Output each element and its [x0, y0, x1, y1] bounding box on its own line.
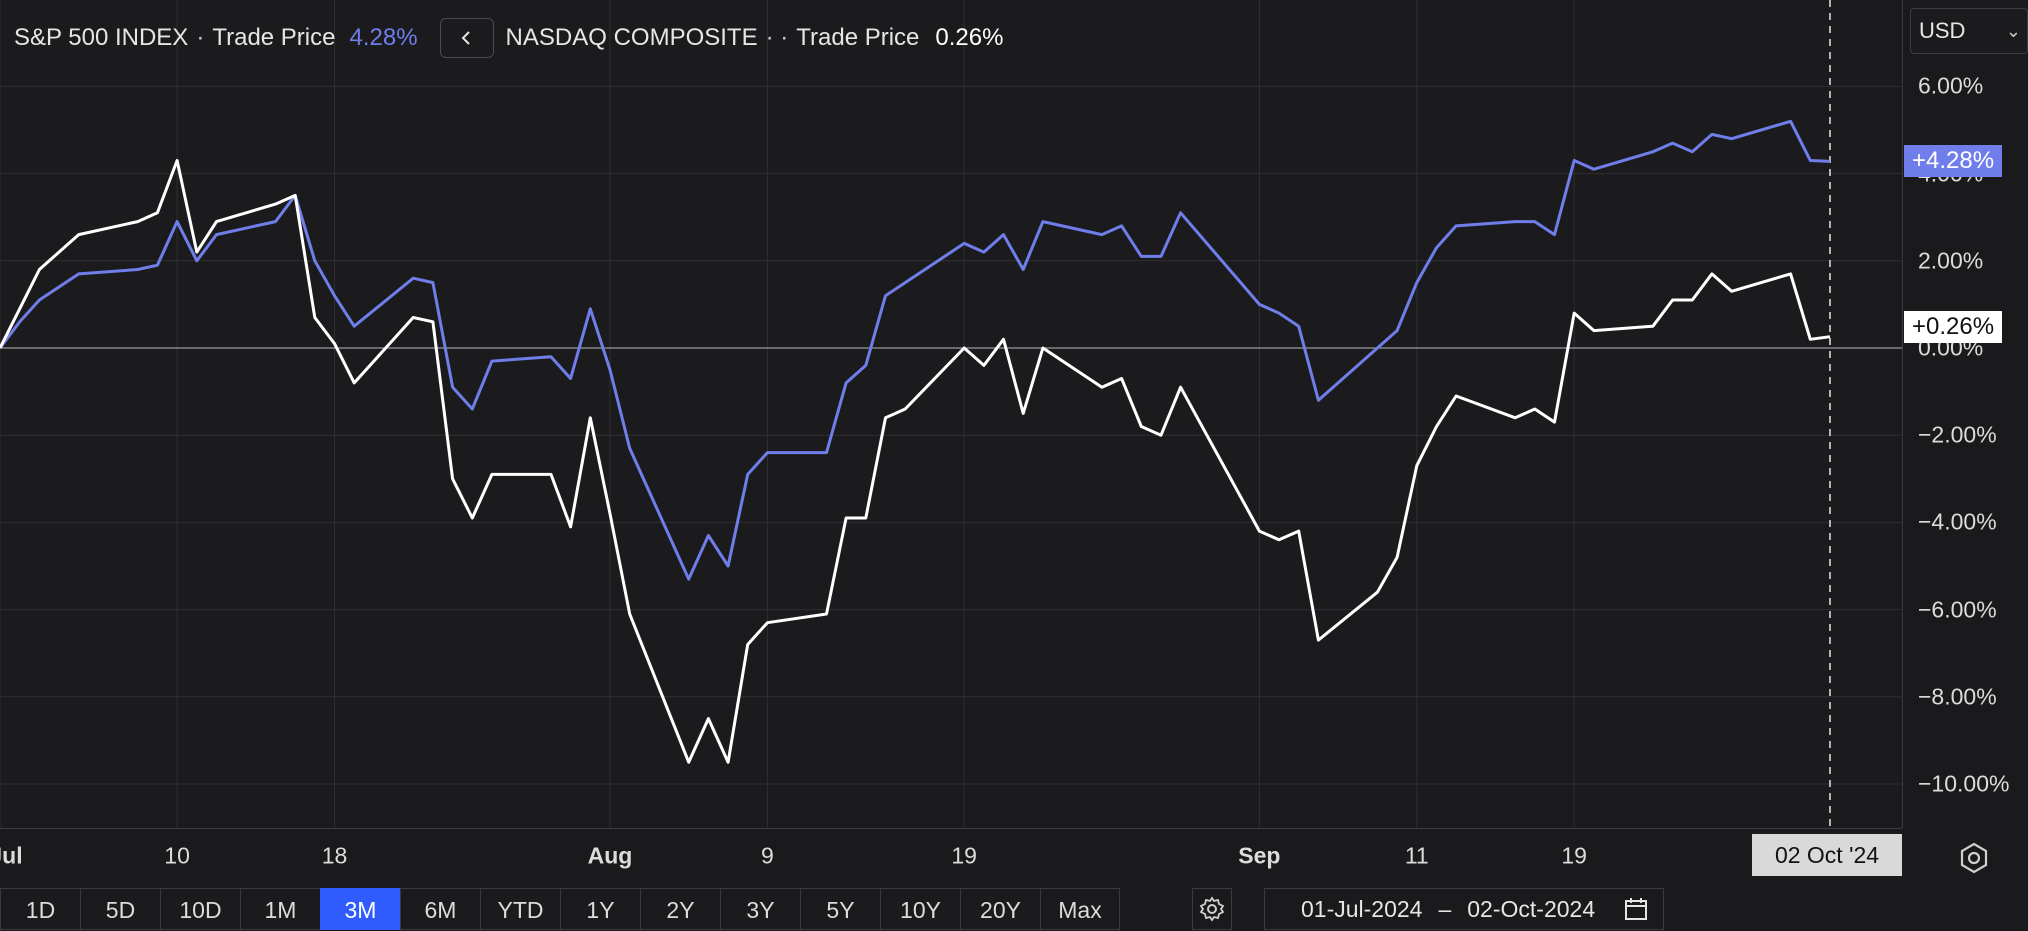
calendar-icon[interactable] — [1623, 896, 1649, 922]
currency-select[interactable]: USD ⌄ — [1910, 8, 2028, 54]
chevron-down-icon: ⌄ — [2005, 20, 2021, 41]
y-axis-panel — [1902, 0, 2028, 828]
chart-area[interactable] — [0, 0, 1902, 828]
date-range-picker[interactable]: 01-Jul-2024 – 02-Oct-2024 — [1264, 888, 1664, 930]
legend-series2-value: 0.26% — [935, 24, 1004, 51]
legend-series2-label: Trade Price — [796, 24, 920, 51]
y-tick-label: −8.00% — [1918, 683, 1997, 710]
chart-plot[interactable] — [0, 0, 1902, 828]
series2-price-badge: +0.26% — [1904, 310, 2003, 343]
x-tick-label: 18 — [321, 842, 348, 869]
series-line-2 — [0, 159, 1831, 764]
x-tick-label: Aug — [587, 842, 633, 869]
gear-icon — [1199, 896, 1225, 922]
range-button-ytd[interactable]: YTD — [480, 888, 560, 930]
series1-price-badge: +4.28% — [1904, 145, 2003, 178]
date-range-separator: – — [1438, 895, 1452, 922]
range-button-6m[interactable]: 6M — [400, 888, 480, 930]
range-button-1d[interactable]: 1D — [0, 888, 80, 930]
range-button-3m[interactable]: 3M — [320, 888, 400, 930]
legend-back-button[interactable] — [439, 18, 494, 58]
y-tick-label: −10.00% — [1918, 770, 2010, 797]
y-tick-label: −6.00% — [1918, 596, 1997, 623]
currency-value: USD — [1919, 18, 1966, 43]
x-tick-label: 11 — [1404, 842, 1429, 869]
y-tick-label: 2.00% — [1918, 247, 1984, 274]
x-tick-label: Sep — [1238, 842, 1281, 869]
hexagon-settings-icon — [1960, 842, 1988, 874]
legend-series1-value: 4.28% — [349, 24, 418, 51]
y-tick-label: −2.00% — [1918, 421, 1997, 448]
x-tick-label: Jul — [0, 842, 23, 869]
chart-legend: S&P 500 INDEX · Trade Price 4.28% NASDAQ… — [14, 18, 1003, 58]
x-tick-label: 10 — [164, 842, 190, 869]
x-tick-label: 19 — [951, 842, 977, 869]
axis-settings-button[interactable] — [1956, 840, 1992, 876]
legend-series1-dot: · — [196, 24, 205, 51]
range-button-10d[interactable]: 10D — [160, 888, 240, 930]
series-line-1 — [0, 119, 1831, 581]
range-button-3y[interactable]: 3Y — [720, 888, 800, 930]
range-settings-button[interactable] — [1192, 888, 1232, 930]
range-button-5d[interactable]: 5D — [80, 888, 160, 930]
range-button-bar: 1D 5D 10D 1M 3M 6M YTD 1Y 2Y 3Y 5Y 10Y 20Y Max — [0, 888, 1120, 930]
y-tick-label: −4.00% — [1918, 508, 1997, 535]
range-button-10y[interactable]: 10Y — [880, 888, 960, 930]
x-axis-strip — [0, 828, 1902, 880]
range-button-1y[interactable]: 1Y — [560, 888, 640, 930]
chevron-left-icon — [461, 31, 470, 45]
range-button-5y[interactable]: 5Y — [800, 888, 880, 930]
x-tick-label: 9 — [761, 842, 774, 869]
date-range-to: 02-Oct-2024 — [1467, 895, 1596, 922]
legend-series1-name: S&P 500 INDEX — [14, 24, 189, 51]
y-tick-label: 6.00% — [1918, 72, 1984, 99]
range-button-1m[interactable]: 1M — [240, 888, 320, 930]
legend-series2-name: NASDAQ COMPOSITE — [505, 24, 758, 51]
date-range-from: 01-Jul-2024 — [1301, 895, 1423, 922]
range-button-max[interactable]: Max — [1040, 888, 1120, 930]
legend-series2-dots: · · — [765, 24, 789, 51]
range-button-20y[interactable]: 20Y — [960, 888, 1040, 930]
legend-series1-label: Trade Price — [212, 24, 336, 51]
x-tick-label: 19 — [1561, 842, 1587, 869]
crosshair-date-badge: 02 Oct '24 — [1752, 834, 1902, 876]
range-button-2y[interactable]: 2Y — [640, 888, 720, 930]
